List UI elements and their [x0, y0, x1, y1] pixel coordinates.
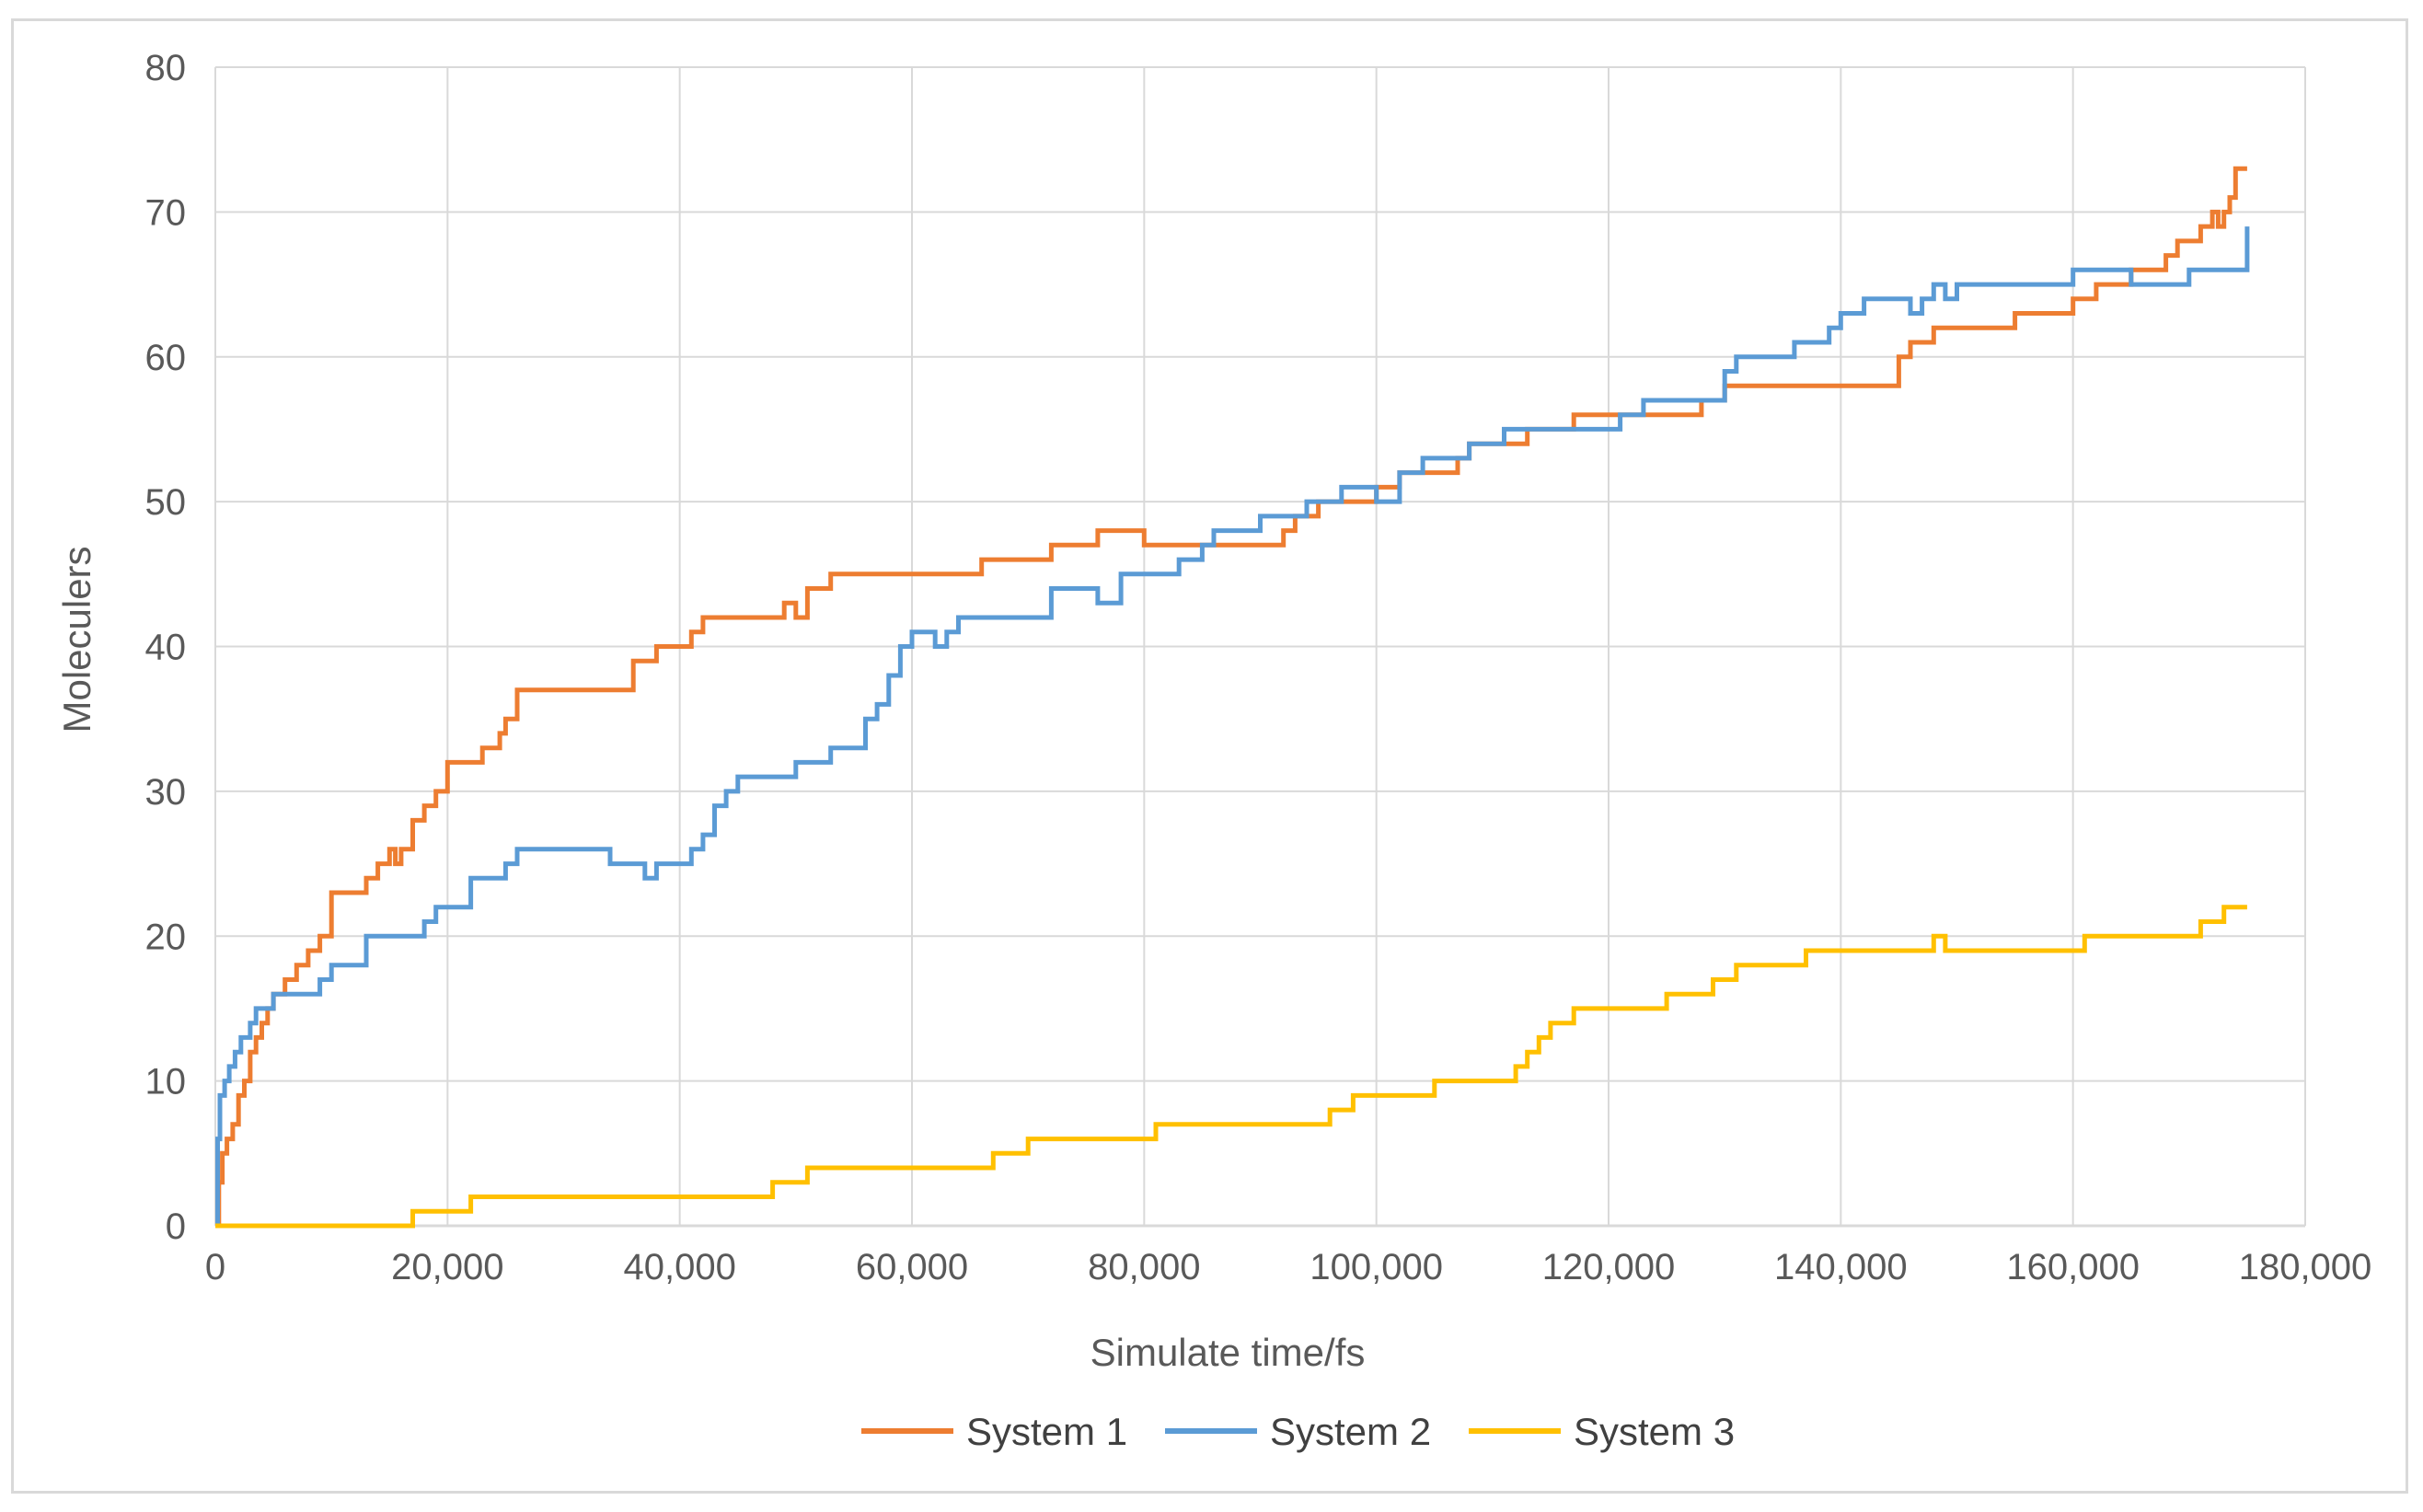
x-tick-label: 40,000 — [623, 1247, 735, 1287]
x-axis-title: Simulate time/fs — [1090, 1331, 1366, 1374]
y-tick-label: 50 — [145, 482, 187, 523]
y-tick-label: 20 — [145, 917, 187, 957]
y-tick-label: 70 — [145, 192, 187, 233]
legend-label: System 2 — [1270, 1410, 1431, 1453]
x-tick-label: 140,000 — [1774, 1247, 1908, 1287]
x-tick-label: 20,000 — [391, 1247, 503, 1287]
chart-frame — [11, 18, 2408, 1494]
series-line-2 — [215, 226, 2250, 1229]
x-tick-label: 180,000 — [2239, 1247, 2372, 1287]
legend-label: System 3 — [1574, 1410, 1735, 1453]
y-tick-label: 10 — [145, 1062, 187, 1102]
series-line-1 — [215, 166, 2247, 1229]
series-line-3 — [215, 905, 2247, 1229]
y-tick-label: 60 — [145, 338, 187, 378]
tick-labels: 0 10 20 30 40 50 60 70 80 0 20,000 40,000 60,000 80,0… — [145, 48, 2372, 1287]
x-tick-label: 160,000 — [2006, 1247, 2140, 1287]
legend-label: System 1 — [966, 1410, 1127, 1453]
x-tick-label: 120,000 — [1542, 1247, 1676, 1287]
y-tick-label: 0 — [166, 1206, 186, 1247]
x-tick-label: 100,000 — [1310, 1247, 1443, 1287]
grid — [214, 66, 2306, 1226]
y-axis-title: Moleculers — [55, 546, 98, 733]
x-tick-label: 80,000 — [1088, 1247, 1200, 1287]
legend: System 1 System 2 System 3 — [861, 1410, 1735, 1453]
y-tick-label: 30 — [145, 772, 187, 813]
y-tick-label: 40 — [145, 628, 187, 668]
x-tick-label: 60,000 — [856, 1247, 968, 1287]
series-lines — [215, 166, 2250, 1229]
x-tick-label: 0 — [205, 1247, 225, 1287]
y-tick-label: 80 — [145, 48, 187, 88]
